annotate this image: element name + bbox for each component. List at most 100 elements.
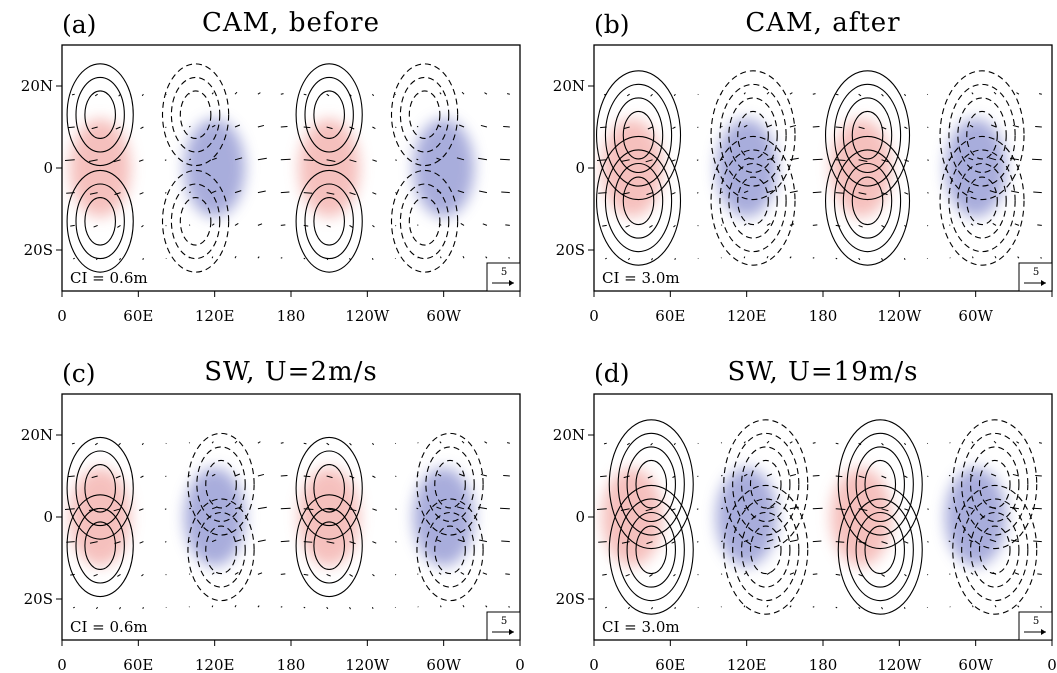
- wind-vector: [649, 224, 653, 228]
- wind-vector: [904, 225, 907, 228]
- contour-negative: [710, 135, 796, 266]
- wind-vector: [1037, 573, 1042, 575]
- wind-vector: [600, 126, 607, 129]
- x-tick-label: 60E: [655, 656, 685, 673]
- wind-vector: [1033, 540, 1042, 543]
- wind-vector: [326, 126, 333, 130]
- wind-vector: [326, 192, 335, 195]
- panel-tag: (c): [62, 359, 96, 388]
- contour-negative: [741, 446, 791, 523]
- wind-vector: [439, 256, 442, 259]
- wind-vector: [326, 508, 336, 511]
- contour-negative: [957, 162, 1007, 239]
- contour-positive: [313, 521, 345, 571]
- wind-vector: [257, 92, 261, 95]
- wind-vector: [372, 442, 375, 446]
- wind-vector: [650, 93, 653, 97]
- wind-vector: [188, 474, 191, 477]
- heating-positive: [298, 467, 360, 567]
- contour-negative: [196, 446, 246, 523]
- wind-vector: [460, 222, 465, 226]
- wind-vector: [64, 508, 75, 510]
- wind-vector: [620, 159, 630, 162]
- wind-vector: [948, 125, 951, 128]
- wind-vector: [971, 256, 974, 259]
- wind-vector: [118, 93, 121, 97]
- wind-vector: [789, 157, 799, 161]
- contour-positive: [313, 90, 345, 140]
- wind-vector: [211, 605, 214, 608]
- wind-vector: [766, 222, 771, 226]
- contour-negative: [719, 149, 787, 253]
- height-contours: [595, 70, 1025, 266]
- wind-vector: [73, 257, 75, 260]
- wind-vector: [303, 192, 313, 194]
- x-tick-label: 60W: [426, 656, 461, 673]
- contour-negative: [719, 83, 787, 187]
- wind-vector: [280, 606, 283, 608]
- wind-vector: [439, 441, 442, 444]
- heating-shading: [69, 467, 475, 567]
- wind-vector: [968, 190, 974, 194]
- heating-positive: [830, 118, 892, 218]
- wind-vector: [992, 222, 997, 226]
- contour-positive: [295, 63, 363, 167]
- wind-vector: [211, 256, 214, 259]
- wind-vector: [505, 224, 510, 226]
- wind-vector: [904, 475, 908, 479]
- wind-vector: [138, 508, 144, 511]
- wind-vector: [503, 474, 510, 477]
- wind-vector: [743, 539, 749, 543]
- wind-vector: [257, 157, 267, 161]
- wind-vector: [211, 473, 216, 477]
- wind-vector: [858, 508, 868, 511]
- wind-vector: [480, 124, 488, 128]
- wind-vector: [140, 126, 144, 130]
- wind-vector: [371, 607, 374, 609]
- wind-vector: [743, 441, 746, 444]
- wind-vector: [858, 442, 862, 446]
- contour-negative: [408, 196, 441, 246]
- x-tick-label: 60E: [123, 307, 153, 325]
- wind-vector: [812, 93, 816, 95]
- wind-vector: [394, 225, 397, 227]
- wind-vector: [696, 508, 699, 510]
- wind-vector: [140, 475, 144, 479]
- plot-area: [596, 419, 1043, 615]
- wind-vector: [71, 93, 75, 96]
- wind-vector: [117, 224, 121, 228]
- contour-positive: [75, 183, 125, 260]
- wind-vector: [927, 126, 929, 128]
- wind-vector: [766, 440, 770, 444]
- wind-vector: [115, 475, 121, 479]
- wind-vector: [68, 475, 75, 478]
- wind-vector: [477, 506, 488, 510]
- contour-interval-label: CI = 3.0m: [602, 269, 680, 287]
- wind-vector: [858, 159, 868, 162]
- wind-vector: [395, 159, 397, 161]
- wind-vector: [234, 440, 238, 444]
- wind-vector: [119, 257, 121, 261]
- wind-vector: [349, 159, 357, 163]
- x-tick-label: 120W: [345, 656, 390, 673]
- contour-negative: [749, 459, 782, 509]
- wind-vector: [114, 192, 121, 196]
- wind-vector: [436, 157, 442, 161]
- wind-vector: [835, 573, 841, 576]
- wind-vector: [142, 607, 144, 609]
- wind-vector: [1016, 441, 1020, 444]
- wind-vector: [508, 606, 511, 608]
- wind-vector: [280, 442, 284, 444]
- wind-vector: [188, 125, 191, 128]
- wind-vector: [93, 573, 98, 577]
- wind-vector: [766, 190, 774, 194]
- wind-vector: [372, 475, 376, 479]
- wind-vector: [459, 124, 465, 128]
- wind-vector: [438, 572, 442, 575]
- wind-vector: [480, 473, 488, 477]
- wind-vector: [64, 159, 75, 161]
- wind-vector: [303, 442, 307, 445]
- wind-vector: [94, 93, 98, 97]
- wind-vector: [280, 474, 288, 477]
- wind-vector: [500, 158, 510, 161]
